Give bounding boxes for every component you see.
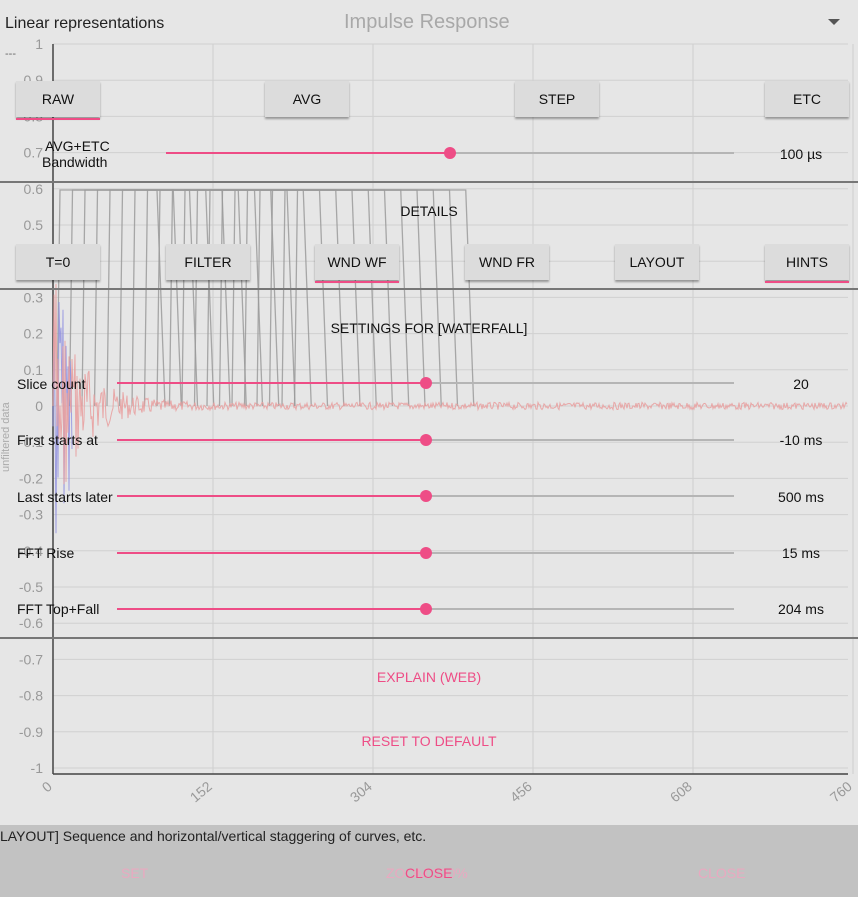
y-tick-label: 0.1 (24, 362, 44, 378)
slice-count-value: 20 (793, 376, 809, 392)
layout-button[interactable]: LAYOUT (615, 244, 699, 280)
y-tick-label: -0.4 (19, 543, 43, 559)
y-tick-label: -0.5 (19, 579, 43, 595)
slider-fill (117, 608, 426, 610)
first-starts-label: First starts at (17, 432, 98, 448)
set-button[interactable]: SET (121, 865, 149, 881)
y-tick-label: -0.9 (19, 724, 43, 740)
hint-text: LAYOUT] Sequence and horizontal/vertical… (0, 828, 427, 844)
representation-selector[interactable]: Linear representations (5, 15, 165, 32)
last-starts-value: 500 ms (778, 489, 824, 505)
slider-thumb[interactable] (419, 547, 432, 559)
t0-button[interactable]: T=0 (16, 244, 100, 280)
fft-top-fall-slider[interactable] (117, 603, 734, 615)
y-tick-label: 0.5 (24, 217, 44, 233)
last-starts-label: Last starts later (17, 489, 113, 505)
settings-title: SETTINGS FOR [WATERFALL] (330, 320, 528, 336)
y-tick-label: -0.8 (19, 688, 43, 704)
y-tick-label: -0.3 (19, 507, 43, 523)
slider-fill (117, 382, 426, 384)
zoom-button[interactable]: ZOOM 100% (386, 865, 468, 881)
wnd-wf-button[interactable]: WND WF (315, 244, 399, 283)
slider-fill (117, 552, 426, 554)
step-button[interactable]: STEP (515, 81, 599, 117)
separator (0, 181, 858, 183)
etc-button[interactable]: ETC (765, 81, 849, 117)
bandwidth-slider[interactable] (166, 147, 734, 159)
slider-thumb[interactable] (419, 490, 432, 502)
separator (0, 637, 858, 639)
bandwidth-label-line1: AVG+ETC (45, 138, 110, 154)
first-starts-slider[interactable] (117, 434, 734, 446)
y-axis-label: unfiltered data (0, 402, 12, 472)
x-tick-label: 760 (827, 778, 855, 805)
chevron-down-icon[interactable] (828, 19, 840, 25)
legend-dash: --- (5, 48, 16, 60)
y-axis-ticks: 10.90.80.70.60.50.40.30.20.10-0.1-0.2-0.… (19, 36, 43, 776)
bandwidth-slider-thumb[interactable] (444, 147, 456, 159)
chart-grid (52, 43, 854, 775)
y-tick-label: -1 (31, 760, 44, 776)
hints-button[interactable]: HINTS (765, 244, 849, 283)
slider-thumb[interactable] (419, 603, 432, 615)
window-curve (181, 189, 329, 407)
slider-fill (117, 495, 426, 497)
slice-count-label: Slice count (17, 376, 86, 392)
impulse-curve (52, 283, 848, 485)
window-curve (106, 189, 231, 407)
separator (0, 288, 858, 290)
details-title: DETAILS (400, 203, 458, 219)
impulse-response-chart: 10.90.80.70.60.50.40.30.20.10-0.1-0.2-0.… (19, 36, 855, 805)
bandwidth-slider-fill (166, 152, 450, 154)
top-bar: Linear representations Impulse Response … (0, 0, 858, 60)
y-tick-label: -0.2 (19, 470, 43, 486)
first-starts-value: -10 ms (779, 432, 823, 448)
x-tick-label: 304 (347, 778, 375, 805)
slice-count-slider[interactable] (117, 377, 734, 389)
y-tick-label: 0.6 (24, 181, 44, 197)
last-starts-slider[interactable] (117, 490, 734, 502)
window-curve (56, 189, 166, 407)
raw-button[interactable]: RAW (16, 81, 100, 120)
fft-top-fall-value: 204 ms (778, 601, 824, 617)
fft-rise-slider[interactable] (117, 547, 734, 559)
slider-thumb[interactable] (419, 434, 432, 446)
slider-fill (117, 439, 426, 441)
slider-thumb[interactable] (419, 377, 432, 389)
avg-button[interactable]: AVG (265, 81, 349, 117)
x-axis-ticks: 0152304456608760912106412161368 (39, 778, 855, 805)
footer-bar: LAYOUT] Sequence and horizontal/vertical… (0, 825, 858, 897)
close-button[interactable]: CLOSE (405, 865, 453, 881)
reset-to-default-link[interactable]: RESET TO DEFAULT (361, 733, 497, 749)
y-tick-label: -0.1 (19, 434, 43, 450)
window-curve (193, 189, 345, 407)
wnd-fr-button[interactable]: WND FR (465, 244, 549, 280)
y-tick-label: 0.2 (24, 326, 44, 342)
filter-button[interactable]: FILTER (166, 244, 250, 280)
close-right-button[interactable]: CLOSE (698, 865, 746, 881)
y-tick-label: 0.7 (24, 145, 44, 161)
chart-title: Impulse Response (344, 11, 510, 33)
x-tick-label: 0 (39, 778, 55, 795)
window-curve (68, 189, 182, 407)
y-tick-label: -0.7 (19, 651, 43, 667)
y-tick-label: 1 (35, 36, 43, 52)
fft-top-fall-label: FFT Top+Fall (17, 601, 100, 617)
window-curve (293, 189, 475, 407)
x-tick-label: 456 (507, 778, 535, 805)
y-tick-label: 0 (35, 398, 43, 414)
y-tick-label: 0.3 (24, 289, 44, 305)
bandwidth-value: 100 µs (779, 146, 823, 162)
fft-rise-value: 15 ms (781, 545, 821, 561)
x-tick-label: 608 (667, 778, 695, 805)
y-tick-label: -0.6 (19, 615, 43, 631)
bandwidth-label-line2: Bandwidth (42, 154, 108, 170)
fft-rise-label: FFT Rise (17, 545, 75, 561)
explain-web-link[interactable]: EXPLAIN (WEB) (376, 669, 482, 685)
chart-curves (52, 189, 848, 534)
x-tick-label: 152 (187, 778, 215, 805)
